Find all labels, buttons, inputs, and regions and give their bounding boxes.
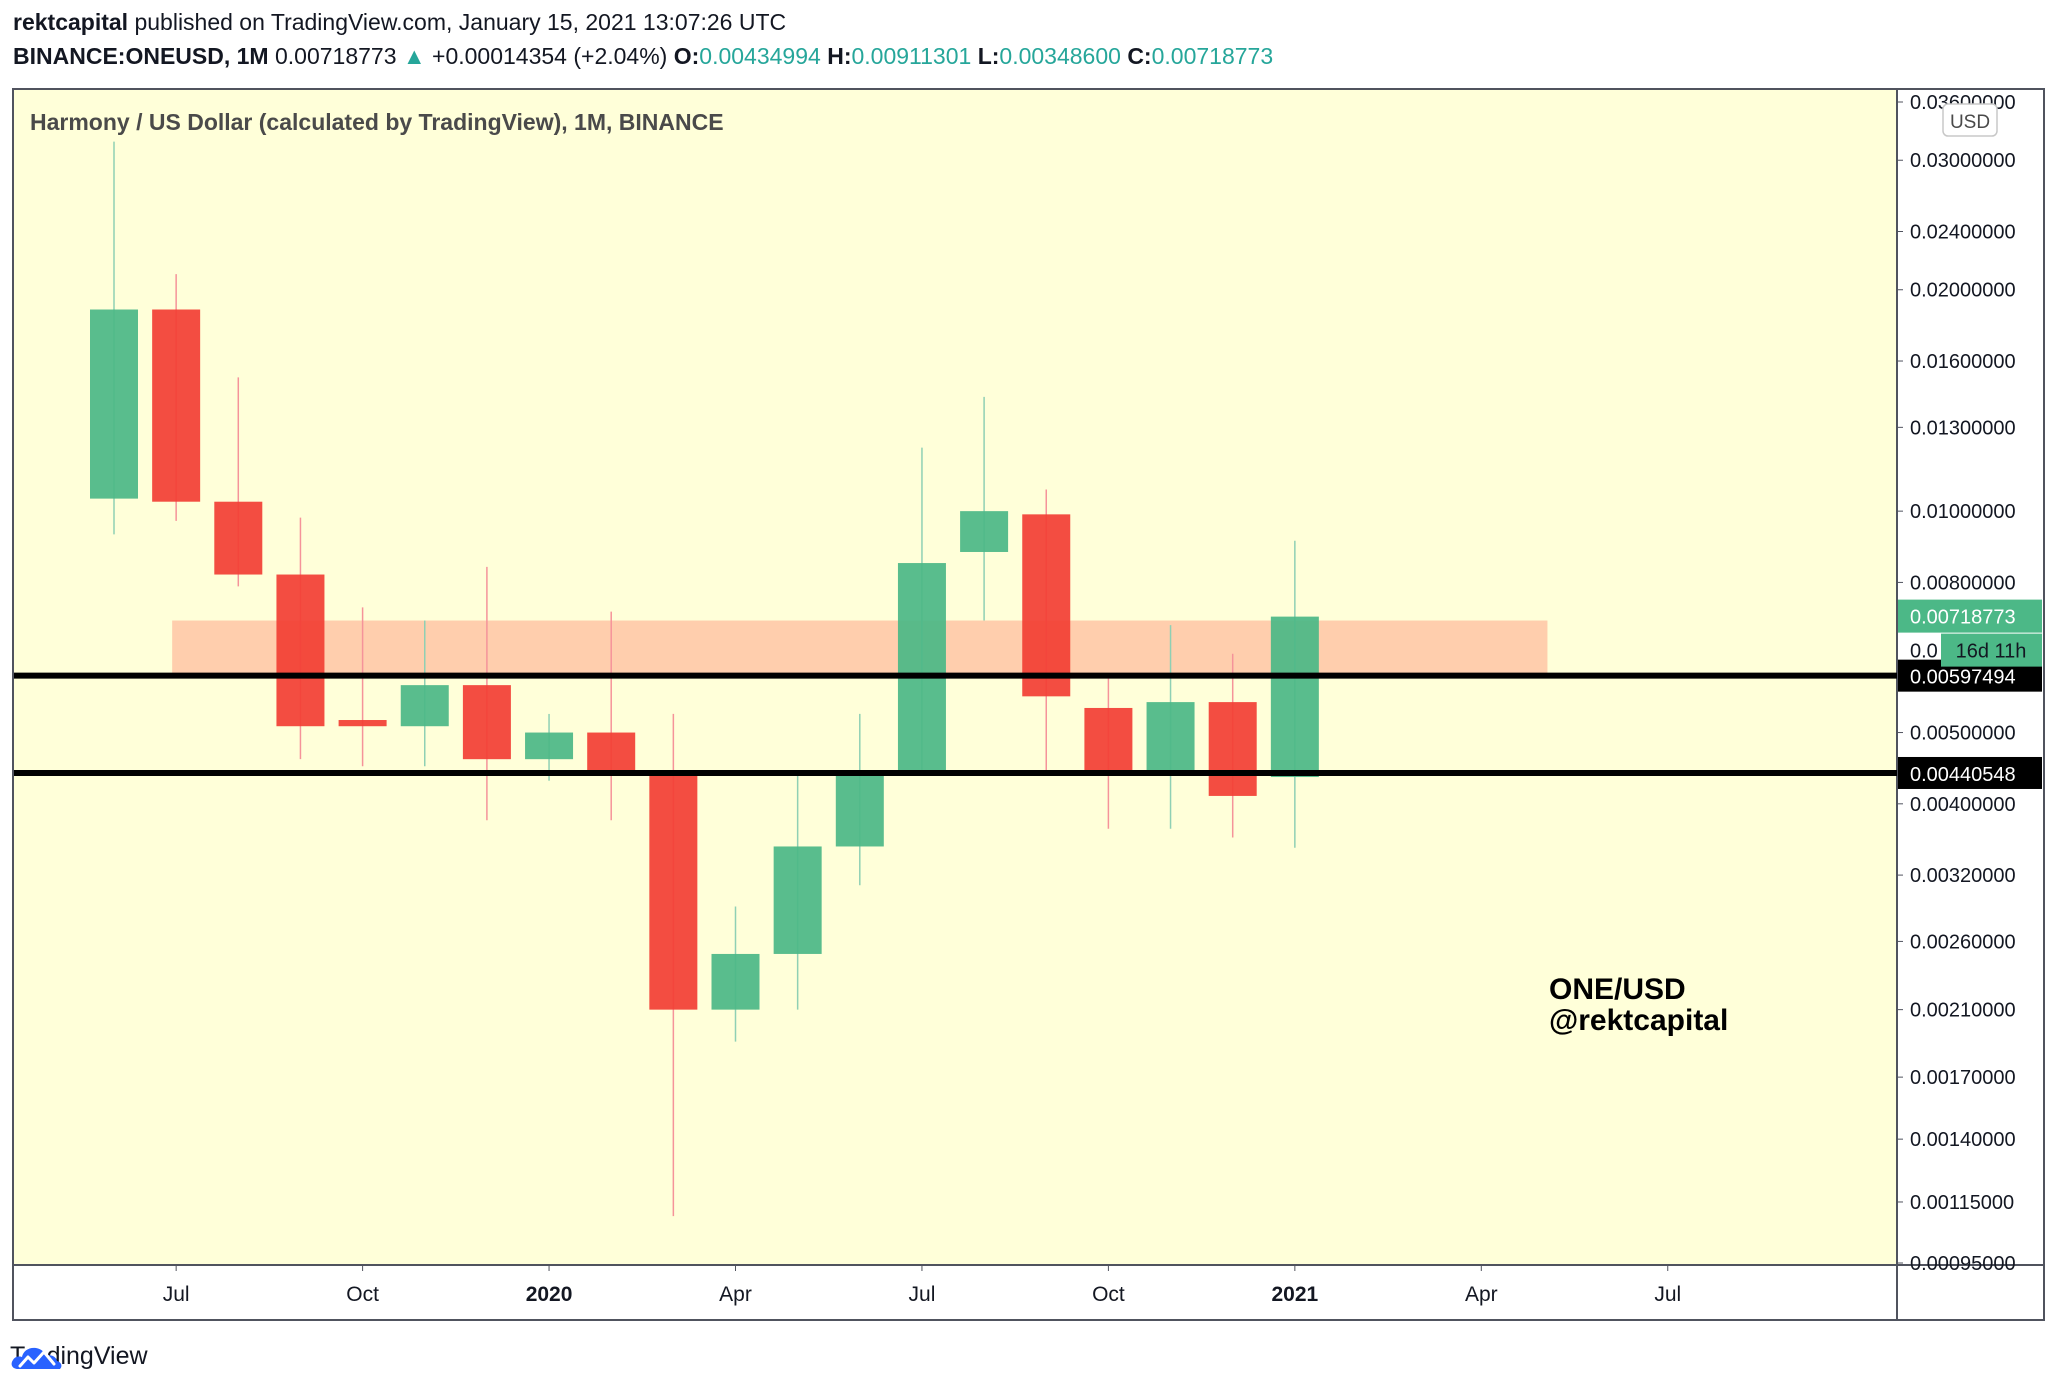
open-label: O: [673,43,700,69]
candle-body[interactable] [1146,702,1195,774]
level-price-text: 0.00440548 [1910,764,2016,786]
candle-body[interactable] [1022,514,1071,697]
annotation-handle: @rektcapital [1549,1004,1728,1037]
candle-body[interactable] [835,773,884,847]
low-value: 0.00348600 [999,43,1121,69]
countdown-tag [1941,633,2042,667]
candle-body[interactable] [338,720,387,727]
x-tick-label: 2021 [1271,1283,1318,1306]
candle-body[interactable] [587,732,636,774]
tradingview-logo[interactable]: TradingView [10,1342,148,1371]
author-name[interactable]: rektcapital [13,9,129,35]
y-tick-label: 0.02000000 [1910,280,2016,302]
annotation-pair: ONE/USD [1549,973,1686,1006]
high-value: 0.00911301 [851,43,972,69]
cloud-icon [11,1347,62,1369]
x-tick-label: Apr [719,1283,752,1306]
high-label: H: [827,43,852,69]
countdown-text: 16d 11h [1956,641,2027,663]
candle-body[interactable] [152,309,201,502]
candle-body[interactable] [960,511,1009,552]
resistance-zone[interactable] [172,620,1548,675]
price-change: +0.00014354 (+2.04%) [432,43,668,69]
candle-body[interactable] [773,846,822,954]
candle-body[interactable] [400,685,449,727]
x-tick-label: Jul [1654,1283,1681,1306]
y-tick-label: 0.00095000 [1910,1253,2016,1275]
y-tick-label: 0.00260000 [1910,931,2016,953]
publish-info: rektcapital published on TradingView.com… [13,9,786,36]
chart-frame[interactable]: 0.00597494 0.00440548 0.03600000 0.0300000… [12,88,2045,1321]
time-axis[interactable] [14,1265,1897,1319]
currency-badge-label: USD [1950,112,1990,133]
currency-badge[interactable]: USD [1942,103,1998,137]
candle-body[interactable] [1208,702,1257,796]
level-price-text: 0.00597494 [1910,667,2016,689]
candle-body[interactable] [897,563,946,774]
y-tick-label: 0.00140000 [1910,1129,2016,1151]
y-tick-label: 0.01600000 [1910,351,2016,373]
candle-body[interactable] [90,309,138,499]
currency-badge-box[interactable] [1942,103,1998,137]
y-tick-label: 0.00210000 [1910,1000,2016,1022]
x-tick-label: 2020 [526,1283,573,1306]
close-label: C: [1127,43,1152,69]
y-tick-label: 0.03000000 [1910,150,2016,172]
x-tick-label: Oct [1092,1283,1125,1306]
candle-body[interactable] [1084,707,1133,774]
candle-body[interactable] [711,953,760,1010]
candle-body[interactable] [214,501,263,575]
close-value: 0.00718773 [1151,43,1274,69]
candle-body[interactable] [525,732,574,760]
y-tick-label: 0.01300000 [1910,417,2016,439]
low-label: L: [977,43,1000,69]
level-price-tag [1898,756,2042,789]
candle-body[interactable] [276,574,325,727]
last-price-text: 0.00718773 [1910,607,2016,629]
chart-title: Harmony / US Dollar (calculated by Tradi… [30,109,724,135]
x-tick-label: Oct [346,1283,379,1306]
up-arrow-icon: ▲ [402,43,426,69]
open-value: 0.00434994 [699,43,821,69]
candle-body[interactable] [1270,616,1319,778]
x-tick-label: Apr [1465,1283,1498,1306]
symbol-info-row: BINANCE:ONEUSD, 1M 0.00718773 ▲ +0.00014… [13,43,1273,70]
y-tick-label: 0.00500000 [1910,723,2016,745]
published-text: published on TradingView.com, January 15… [134,9,787,35]
last-price: 0.00718773 [274,43,397,69]
last-price-tag [1898,599,2042,633]
x-tick-label: Jul [909,1283,936,1306]
y-tick-label: 0.00115000 [1910,1192,2014,1214]
y-tick-label: 0.01000000 [1910,501,2016,523]
partial-tick-label: 0.0 [1910,641,1938,663]
candle-body[interactable] [649,773,698,1010]
x-tick-label: Jul [163,1283,190,1306]
y-tick-label: 0.00170000 [1910,1067,2016,1089]
y-tick-label: 0.02400000 [1910,222,2016,244]
y-tick-label: 0.00320000 [1910,865,2016,887]
candle-body[interactable] [462,685,511,760]
y-tick-label: 0.00400000 [1910,794,2016,816]
symbol-name: BINANCE:ONEUSD, 1M [13,43,269,69]
y-tick-label: 0.00800000 [1910,572,2016,594]
